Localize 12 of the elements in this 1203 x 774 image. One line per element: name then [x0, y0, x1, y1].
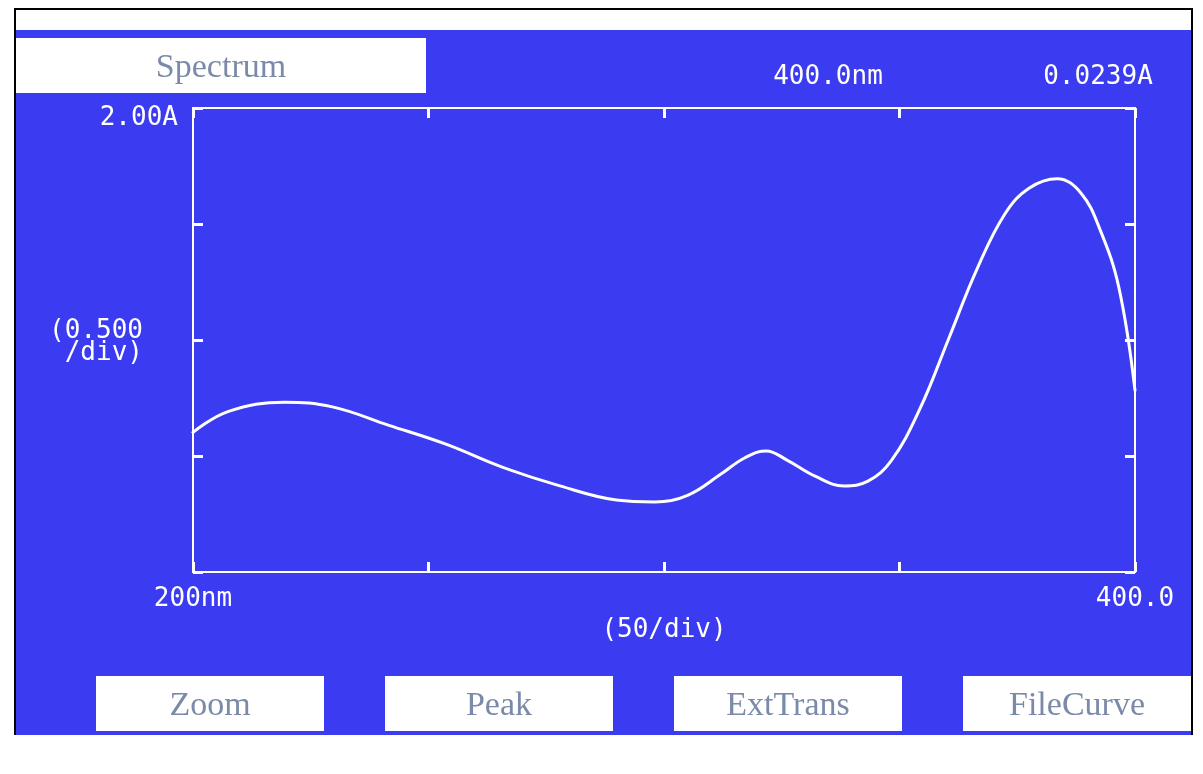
y-axis-title: (0.500 /div)	[49, 314, 143, 366]
text: 400.0nm	[773, 60, 883, 90]
chart-title: Spectrum	[155, 46, 287, 84]
text: ExtTrans	[726, 684, 850, 722]
text: Zoom	[169, 684, 251, 722]
text: 0.0239A	[1043, 60, 1154, 90]
text: FileCurve	[1009, 684, 1145, 722]
x-axis-title: (50/div)	[601, 612, 727, 643]
x-tick-label: 400.0	[1095, 582, 1175, 612]
text: Peak	[465, 684, 533, 722]
text: 2.00A	[99, 101, 179, 131]
x-tick-label: 200nm	[153, 582, 233, 612]
